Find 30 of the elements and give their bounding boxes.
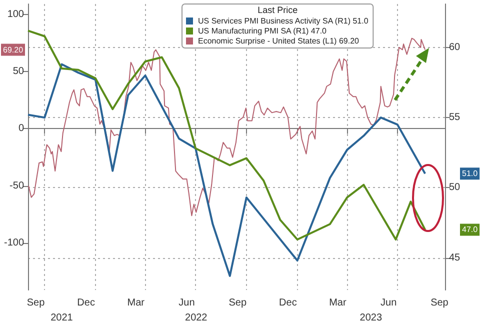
- x2-tick-label: 2023: [360, 312, 382, 324]
- x-tick-label: Mar: [329, 298, 347, 308]
- y-tick-label: 50: [12, 66, 24, 77]
- x-tick-label: Sep: [228, 298, 247, 308]
- legend-title: Last Price: [258, 5, 298, 15]
- y-tick-label: 100: [7, 8, 24, 20]
- y-tick-label: 0: [18, 123, 24, 134]
- x-tick-label: Sep: [430, 298, 449, 308]
- y2-tick-label: 55: [449, 112, 461, 124]
- legend-label: Economic Surprise - United States (L1) 69.20: [198, 36, 360, 46]
- y2-tick-label: 50: [449, 182, 461, 194]
- legend-label: US Manufacturing PMI SA (R1) 47.0: [198, 26, 328, 36]
- x-tick-label: Dec: [77, 298, 95, 308]
- line-series: [27, 30, 426, 241]
- y2-tick-label: 45: [449, 252, 461, 264]
- text: 51.0: [462, 169, 478, 178]
- x-tick-label: Jun: [178, 298, 195, 308]
- text: 47.0: [462, 225, 478, 234]
- y2-tick-label: 60: [449, 42, 461, 53]
- y-tick-label: -100: [4, 238, 24, 249]
- text: 69.20: [3, 45, 24, 54]
- x2-tick-label: 2022: [185, 312, 208, 324]
- x-tick-label: Sep: [26, 298, 46, 308]
- legend-label: US Services PMI Business Activity SA (R1) 51.0: [198, 16, 369, 26]
- x-tick-label: Dec: [279, 298, 297, 308]
- line-series: [27, 63, 426, 277]
- x2-tick-label: 2021: [50, 312, 74, 324]
- x-tick-label: Mar: [127, 298, 146, 308]
- x-tick-label: Jun: [380, 298, 397, 308]
- y-tick-label: -50: [10, 180, 24, 192]
